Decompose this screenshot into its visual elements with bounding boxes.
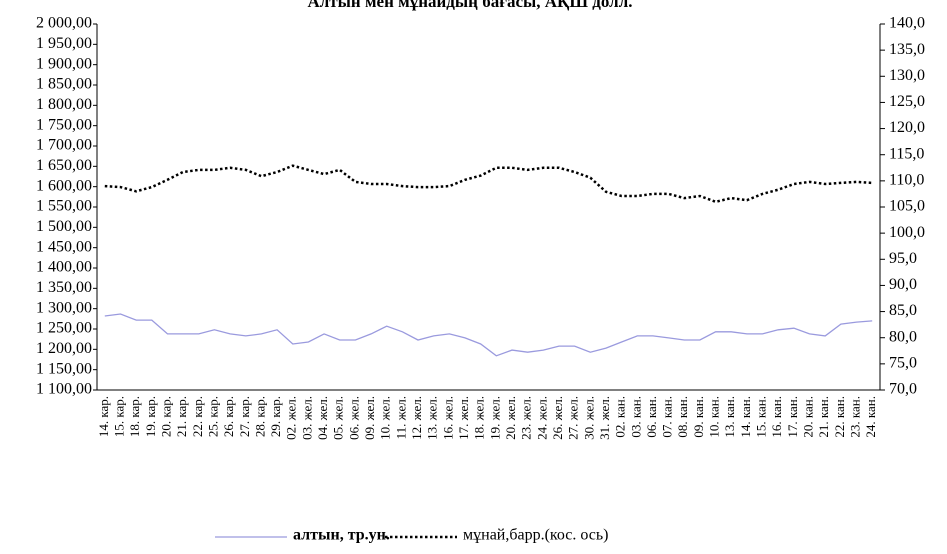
y-tick-label: 1 200,00 [36,340,92,357]
x-tick-label: 14. кан. [738,396,753,438]
x-tick-label: 24. кан. [863,396,878,438]
y-tick-label: 1 950,00 [36,35,92,52]
x-tick-label: 13. жел. [425,396,440,440]
x-tick-label: 22. кан. [832,396,847,438]
x-tick-label: 24. жел. [534,396,549,440]
y2-tick-label: 90,0 [889,276,917,293]
y-tick-label: 1 400,00 [36,259,92,276]
x-tick-label: 31. жел. [597,396,612,440]
x-tick-label: 26. жел. [550,396,565,440]
x-tick-label: 06. кан. [644,396,659,438]
y-tick-label: 1 350,00 [36,279,92,296]
y-tick-label: 1 850,00 [36,76,92,93]
y2-tick-label: 115,0 [889,145,924,162]
x-tick-label: 10. жел. [378,396,393,440]
y-tick-label: 1 100,00 [36,381,92,398]
y2-tick-label: 105,0 [889,198,925,215]
x-tick-label: 02. кан. [613,396,628,438]
x-tick-label: 09. жел. [362,396,377,440]
series-line [104,313,873,357]
y-tick-label: 1 900,00 [36,55,92,72]
x-tick-label: 15. кар. [111,396,126,437]
x-tick-label: 19. жел. [487,396,502,440]
x-tick-label: 23. жел. [519,396,534,440]
y2-tick-label: 75,0 [889,355,917,372]
x-tick-label: 26. кар. [221,396,236,437]
y2-tick-label: 80,0 [889,328,917,345]
y2-tick-label: 125,0 [889,93,925,110]
x-tick-label: 17. жел. [456,396,471,440]
y-tick-label: 1 650,00 [36,157,92,174]
y-tick-label: 1 150,00 [36,360,92,377]
x-tick-label: 27. кар. [237,396,252,437]
x-tick-label: 20. кар. [158,396,173,437]
x-tick-label: 16. жел. [440,396,455,440]
x-tick-label: 18. кар. [127,396,142,437]
x-tick-label: 02. жел. [284,396,299,440]
y2-tick-label: 130,0 [889,67,925,84]
x-tick-label: 09. кан. [691,396,706,438]
y2-tick-label: 120,0 [889,119,925,136]
y-tick-label: 1 750,00 [36,116,92,133]
x-tick-label: 21. кар. [174,396,189,437]
x-tick-label: 17. кан. [785,396,800,438]
y2-tick-label: 110,0 [889,172,924,189]
y2-tick-label: 100,0 [889,224,925,241]
y-tick-label: 1 250,00 [36,320,92,337]
y-tick-label: 2 000,00 [36,15,92,32]
x-tick-label: 08. кан. [675,396,690,438]
y2-tick-label: 70,0 [889,381,917,398]
y2-tick-label: 140,0 [889,15,925,32]
x-tick-label: 07. кан. [660,396,675,438]
x-tick-label: 11. жел. [393,396,408,439]
chart-title: Алтын мен мұнайдың бағасы, АҚШ долл. [307,0,632,11]
x-tick-label: 06. жел. [346,396,361,440]
x-tick-label: 03. жел. [299,396,314,440]
y-tick-label: 1 600,00 [36,177,92,194]
x-tick-label: 04. жел. [315,396,330,440]
x-tick-label: 22. кар. [190,396,205,437]
x-tick-label: 03. кан. [628,396,643,438]
y2-tick-label: 135,0 [889,41,925,58]
legend-label: алтын, тр.ун. [293,527,390,544]
y-tick-label: 1 500,00 [36,218,92,235]
y-tick-label: 1 300,00 [36,299,92,316]
x-tick-label: 05. жел. [331,396,346,440]
x-tick-label: 10. кан. [707,396,722,438]
y-tick-label: 1 800,00 [36,96,92,113]
series-line [104,164,873,204]
x-tick-label: 12. жел. [409,396,424,440]
y-tick-label: 1 450,00 [36,238,92,255]
x-tick-label: 20. кан. [801,396,816,438]
x-tick-label: 18. жел. [472,396,487,440]
x-tick-label: 19. кар. [143,396,158,437]
y2-tick-label: 95,0 [889,250,917,267]
x-tick-label: 21. кан. [816,396,831,438]
x-tick-label: 20. жел. [503,396,518,440]
legend-label: мұнай,барр.(кос. ось) [463,527,609,544]
x-tick-label: 30. жел. [581,396,596,440]
x-tick-label: 15. кан. [754,396,769,438]
x-tick-label: 23. кан. [847,396,862,438]
y-tick-label: 1 700,00 [36,137,92,154]
x-tick-label: 29. кар. [268,396,283,437]
x-tick-label: 25. кар. [205,396,220,437]
y2-tick-label: 85,0 [889,302,917,319]
x-tick-label: 14. кар. [96,396,111,437]
y-tick-label: 1 550,00 [36,198,92,215]
x-tick-label: 27. жел. [566,396,581,440]
x-tick-label: 16. кан. [769,396,784,438]
x-tick-label: 13. кан. [722,396,737,438]
x-tick-label: 28. кар. [252,396,267,437]
